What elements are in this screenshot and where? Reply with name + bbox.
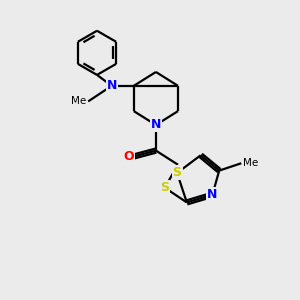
Text: Me: Me [70,96,86,106]
Text: Me: Me [243,158,258,168]
Text: S: S [160,181,169,194]
Text: O: O [123,150,134,163]
Text: S: S [172,167,182,179]
Text: N: N [151,118,161,131]
Text: N: N [207,188,218,201]
Text: N: N [106,79,117,92]
